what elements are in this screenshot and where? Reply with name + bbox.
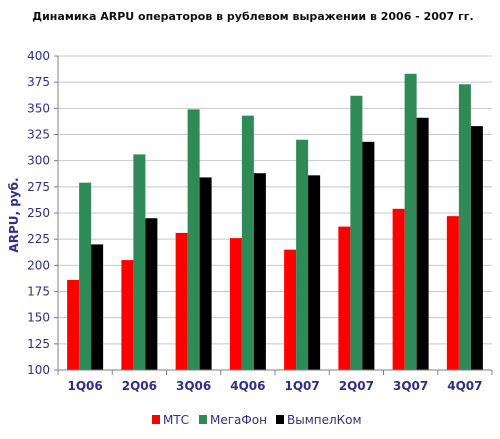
bar-0-2Q07	[338, 226, 351, 370]
bar-2-4Q06	[253, 173, 266, 370]
x-tick-label-3Q07: 3Q07	[393, 379, 428, 393]
x-tick-label-2Q07: 2Q07	[339, 379, 374, 393]
y-tick-label-375: 375	[27, 75, 50, 89]
bar-1-4Q06	[241, 115, 254, 370]
legend-swatch-2	[276, 415, 284, 424]
y-tick-label-150: 150	[27, 311, 50, 325]
bar-0-3Q07	[392, 208, 405, 370]
bar-0-3Q06	[175, 232, 188, 370]
x-axis-ticks: 1Q06 2Q06 3Q06 4Q06 1Q07 2Q07 3Q07 4Q07	[57, 370, 493, 393]
bar-1-3Q07	[404, 73, 417, 370]
y-axis-ticks: 100 125 150 175 200 225 250 275 300 325 350 375 400	[27, 49, 58, 377]
bar-2-4Q07	[470, 126, 483, 370]
x-tick-label-1Q06: 1Q06	[68, 379, 103, 393]
x-tick-label-2Q06: 2Q06	[122, 379, 157, 393]
bar-2-1Q07	[308, 175, 321, 370]
y-tick-label-400: 400	[27, 49, 50, 63]
bar-1-1Q06	[79, 182, 92, 370]
bar-1-3Q06	[187, 109, 200, 370]
y-axis-label: ARPU, руб.	[7, 177, 21, 252]
x-tick-label-4Q07: 4Q07	[447, 379, 482, 393]
x-tick-label-3Q06: 3Q06	[176, 379, 211, 393]
bar-2-1Q06	[91, 244, 104, 370]
chart-title: Динамика ARPU операторов в рублевом выра…	[32, 10, 473, 23]
y-tick-label-275: 275	[27, 180, 50, 194]
y-tick-label-100: 100	[27, 363, 50, 377]
bar-0-4Q07	[446, 216, 459, 370]
y-tick-label-125: 125	[27, 337, 50, 351]
y-tick-label-250: 250	[27, 206, 50, 220]
y-tick-label-350: 350	[27, 101, 50, 115]
legend-swatch-1	[199, 415, 207, 424]
y-tick-label-225: 225	[27, 232, 50, 246]
bar-2-3Q07	[416, 117, 429, 371]
bars	[67, 73, 483, 371]
bar-1-2Q07	[350, 95, 363, 371]
legend-label-1: МегаФон	[210, 413, 267, 427]
y-tick-label-325: 325	[27, 128, 50, 142]
y-tick-label-200: 200	[27, 258, 50, 272]
x-tick-label-1Q07: 1Q07	[285, 379, 320, 393]
bar-2-2Q06	[145, 218, 158, 370]
y-tick-label-175: 175	[27, 285, 50, 299]
legend-label-0: МТС	[163, 413, 189, 427]
bar-2-2Q07	[362, 141, 375, 370]
bar-0-1Q07	[284, 249, 297, 370]
bar-1-2Q06	[133, 154, 146, 370]
bar-0-1Q06	[67, 279, 80, 370]
x-tick-label-4Q06: 4Q06	[230, 379, 265, 393]
bar-1-1Q07	[296, 139, 309, 370]
bar-0-4Q06	[229, 238, 242, 370]
y-tick-label-300: 300	[27, 154, 50, 168]
legend-label-2: ВымпелКом	[287, 413, 362, 427]
bar-2-3Q06	[199, 177, 212, 370]
legend-swatch-0	[152, 415, 160, 424]
bar-0-2Q06	[121, 260, 134, 370]
bar-1-4Q07	[458, 84, 471, 370]
legend: МТС МегаФон ВымпелКом	[152, 413, 362, 427]
